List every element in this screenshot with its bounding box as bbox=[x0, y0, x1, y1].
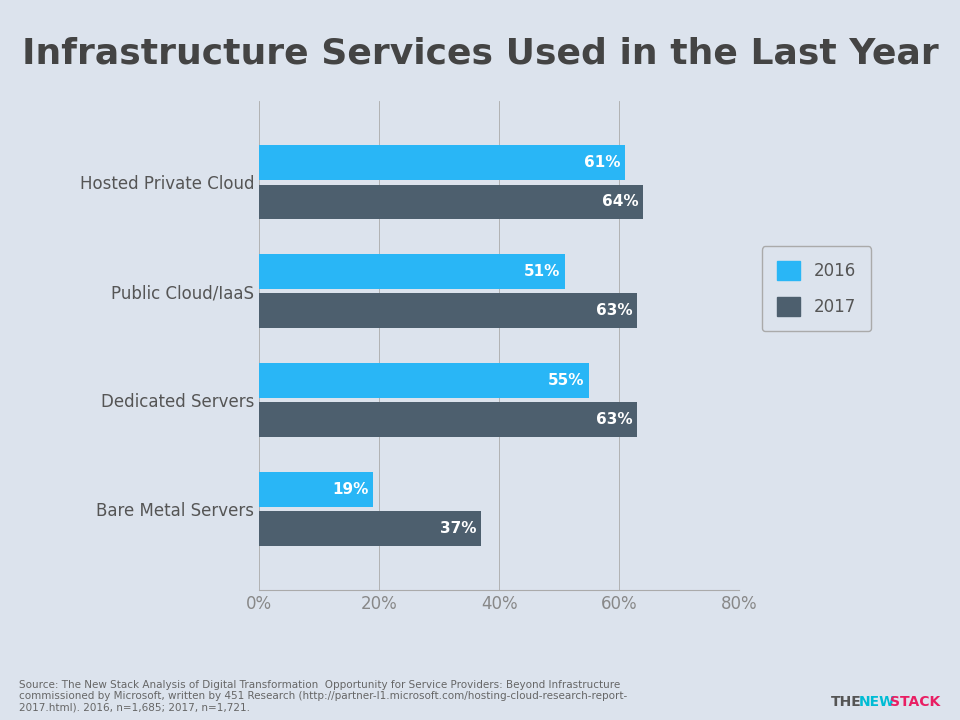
Legend: 2016, 2017: 2016, 2017 bbox=[762, 246, 871, 331]
Text: THE: THE bbox=[830, 696, 861, 709]
Text: Infrastructure Services Used in the Last Year: Infrastructure Services Used in the Last… bbox=[22, 36, 938, 70]
Text: 19%: 19% bbox=[332, 482, 369, 497]
Bar bbox=[259, 472, 373, 507]
Bar bbox=[259, 184, 643, 220]
Bar bbox=[259, 145, 625, 180]
Text: 37%: 37% bbox=[440, 521, 476, 536]
Text: 55%: 55% bbox=[548, 373, 585, 388]
Text: Source: The New Stack Analysis of Digital Transformation  Opportunity for Servic: Source: The New Stack Analysis of Digita… bbox=[19, 680, 628, 713]
Text: STACK: STACK bbox=[890, 696, 940, 709]
Text: 51%: 51% bbox=[524, 264, 561, 279]
Text: NEW: NEW bbox=[859, 696, 896, 709]
Text: 64%: 64% bbox=[602, 194, 638, 210]
Bar bbox=[259, 363, 589, 398]
Bar bbox=[259, 293, 637, 328]
Bar bbox=[259, 254, 565, 289]
Text: 61%: 61% bbox=[584, 156, 620, 171]
Bar bbox=[259, 402, 637, 437]
Text: 63%: 63% bbox=[596, 303, 633, 318]
Bar bbox=[259, 511, 481, 546]
Text: 63%: 63% bbox=[596, 412, 633, 427]
